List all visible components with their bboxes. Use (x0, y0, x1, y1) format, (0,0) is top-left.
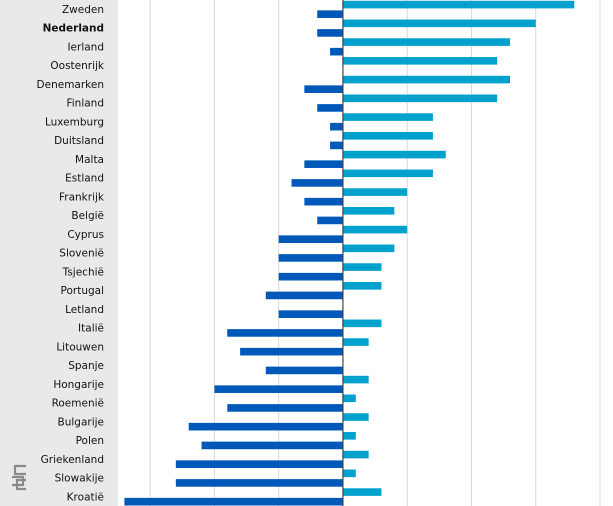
bar-negative (317, 10, 343, 18)
bar-positive (342, 57, 498, 65)
category-label: Zweden (62, 4, 104, 16)
category-labels: Zweden Nederland Ierland Oostenrijk Denemark… (37, 4, 105, 504)
bar-positive (342, 338, 369, 346)
bar-negative (214, 385, 343, 393)
bar-positive (342, 375, 369, 384)
bar-negative (330, 47, 343, 56)
category-label: Litouwen (56, 341, 104, 353)
bar-positive (342, 394, 356, 403)
category-label: Duitsland (54, 135, 104, 147)
bar-positive (342, 469, 356, 478)
bar-negative (227, 404, 343, 412)
bar-positive (342, 244, 395, 253)
category-label: Ierland (67, 41, 104, 53)
bar-negative (317, 29, 343, 37)
bar-negative (278, 310, 343, 318)
category-label: Nederland (43, 23, 104, 35)
bar-negative (240, 347, 343, 356)
bars (124, 0, 575, 506)
bar-negative (291, 179, 343, 187)
category-label: Hongarije (53, 379, 104, 391)
category-label-panel (0, 0, 118, 506)
category-label: Slovenië (59, 248, 104, 260)
bar-negative (317, 216, 343, 225)
category-label: Denemarken (37, 79, 104, 91)
bar-positive (342, 450, 369, 459)
category-label: België (71, 210, 104, 222)
bar-negative (330, 122, 343, 131)
category-label: Slowakije (55, 473, 104, 485)
bar-positive (342, 263, 382, 271)
bar-negative (175, 479, 343, 487)
category-label: Cyprus (67, 229, 104, 241)
bar-positive (342, 169, 433, 178)
category-label: Kroatië (67, 491, 104, 503)
cbs-logo-icon (12, 464, 26, 491)
bar-negative (265, 291, 343, 300)
bar-positive (342, 225, 408, 234)
bar-positive (342, 113, 433, 121)
bar-negative (265, 366, 343, 375)
bar-positive (342, 150, 446, 159)
bar-negative (201, 441, 343, 450)
bar-negative (330, 141, 343, 150)
category-label: Estland (65, 173, 104, 185)
bar-positive (342, 282, 382, 290)
bar-negative (304, 160, 343, 168)
bar-positive (342, 413, 369, 421)
category-label: Luxemburg (45, 116, 104, 128)
category-label: Spanje (68, 360, 104, 372)
bar-negative (278, 272, 343, 281)
bar-positive (342, 207, 395, 215)
bar-negative (124, 497, 343, 506)
category-label: Polen (76, 435, 104, 447)
bar-positive (342, 432, 356, 440)
bar-positive (342, 488, 382, 496)
bar-negative (304, 197, 343, 206)
bar-positive (342, 132, 433, 140)
bar-positive (342, 75, 511, 84)
bar-negative (278, 235, 343, 243)
category-label: Bulgarije (58, 416, 105, 428)
bar-positive (342, 319, 382, 328)
bar-negative (304, 85, 343, 93)
category-label: Finland (66, 98, 104, 110)
gridlines (149, 0, 601, 506)
bar-negative (278, 254, 343, 262)
bar-negative (227, 329, 343, 337)
bar-negative (188, 422, 343, 431)
bar-positive (342, 94, 498, 103)
bar-negative (317, 104, 343, 112)
category-label: Portugal (61, 285, 105, 297)
category-label: Malta (75, 154, 104, 166)
category-label: Roemenië (52, 398, 104, 410)
category-label: Oostenrijk (50, 60, 105, 72)
bar-positive (342, 188, 408, 196)
category-label: Italië (78, 323, 104, 335)
bar-positive (342, 38, 511, 46)
bar-negative (175, 460, 343, 468)
category-label: Tsjechië (62, 266, 104, 278)
category-label: Griekenland (41, 454, 104, 466)
bar-positive (342, 0, 575, 9)
category-label: Frankrijk (59, 191, 105, 203)
category-label: Letland (65, 304, 104, 316)
bar-positive (342, 19, 536, 28)
